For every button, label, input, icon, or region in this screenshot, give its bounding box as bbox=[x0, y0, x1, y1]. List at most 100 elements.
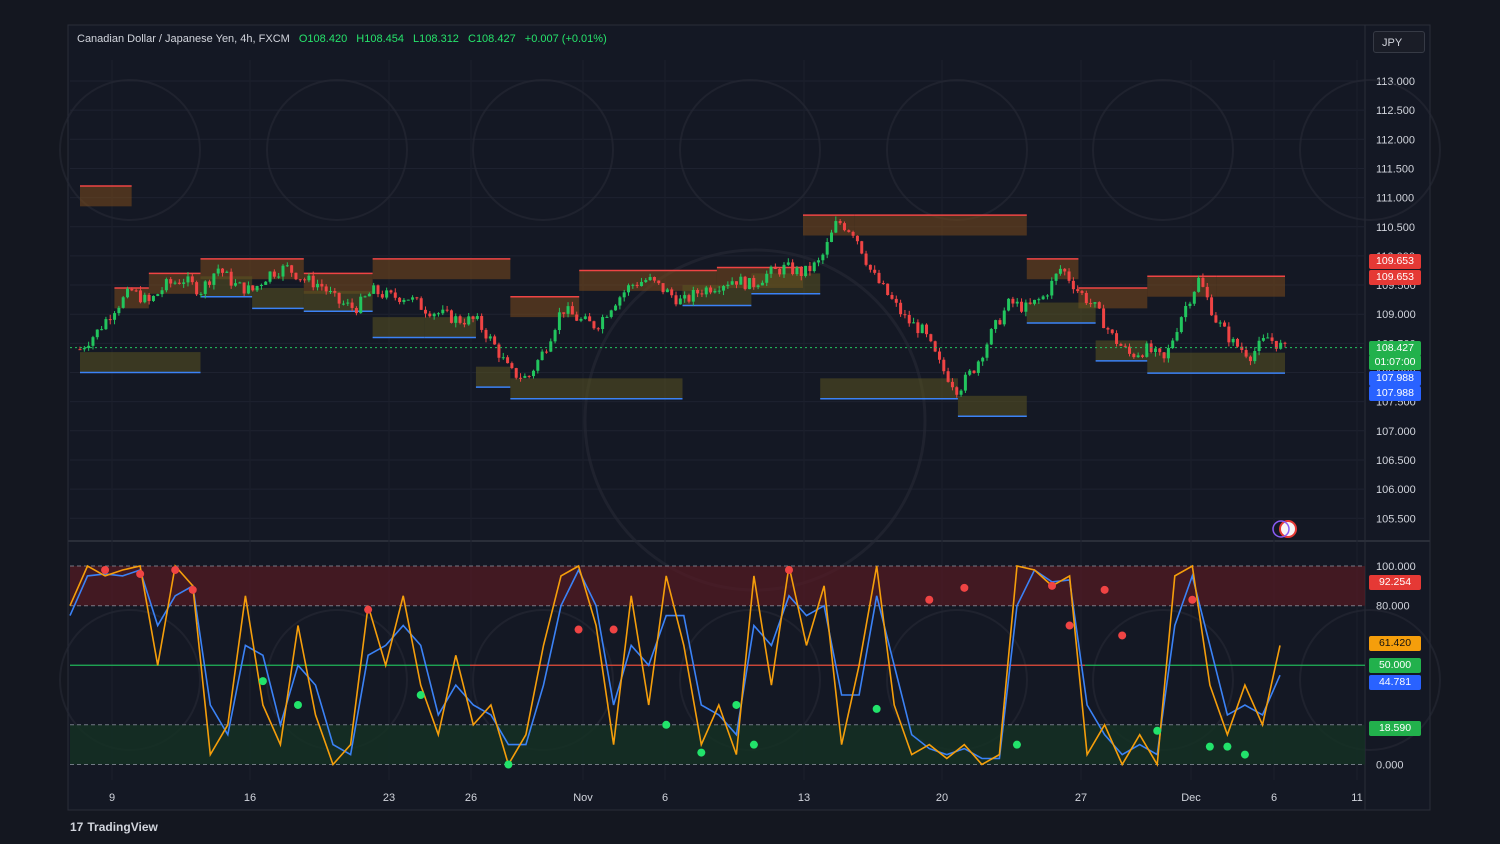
candle-body bbox=[151, 295, 155, 301]
candle-body bbox=[337, 292, 341, 304]
resistance-zone bbox=[80, 185, 132, 207]
resistance-zone bbox=[200, 258, 304, 280]
candle-body bbox=[890, 295, 894, 299]
candle-body bbox=[203, 281, 207, 294]
candle-body bbox=[104, 319, 108, 330]
candle-body bbox=[760, 282, 764, 286]
candle-body bbox=[609, 310, 613, 317]
candle-body bbox=[925, 324, 929, 335]
tradingview-logo[interactable]: 17 TradingView bbox=[70, 820, 158, 834]
candle-body bbox=[363, 296, 367, 298]
candle-body bbox=[1132, 353, 1136, 358]
candle-body bbox=[1045, 295, 1049, 297]
candle-body bbox=[354, 307, 358, 314]
candle-body bbox=[156, 294, 160, 296]
candle-body bbox=[696, 290, 700, 294]
candle-body bbox=[475, 316, 479, 319]
candle-body bbox=[946, 371, 950, 382]
candle-body bbox=[704, 287, 708, 295]
candle-body bbox=[605, 316, 609, 318]
candle-body bbox=[648, 277, 652, 281]
oversold-signal-dot bbox=[1012, 740, 1021, 749]
candle-body bbox=[994, 320, 998, 330]
candle-body bbox=[894, 298, 898, 303]
candle-body bbox=[246, 285, 250, 294]
change-value: +0.007 (+0.01%) bbox=[524, 33, 607, 45]
candle-body bbox=[1028, 302, 1032, 304]
currency-button[interactable]: JPY bbox=[1373, 31, 1425, 53]
candle-body bbox=[963, 374, 967, 391]
candle-body bbox=[782, 264, 786, 275]
candle-body bbox=[933, 341, 937, 352]
candle-body bbox=[467, 316, 471, 325]
overbought-signal-dot bbox=[171, 565, 180, 574]
candle-body bbox=[989, 329, 993, 345]
candle-body bbox=[747, 278, 751, 290]
candle-body bbox=[277, 276, 281, 278]
candle-body bbox=[1084, 292, 1088, 304]
overbought-signal-dot bbox=[136, 569, 145, 578]
time-tick-label: 13 bbox=[798, 792, 810, 804]
candle-body bbox=[411, 297, 415, 300]
candle-body bbox=[177, 282, 181, 284]
support-zone bbox=[1095, 340, 1148, 361]
support-zone bbox=[820, 378, 958, 399]
candle-body bbox=[1106, 328, 1110, 330]
resistance-label-1: 109.653 bbox=[1369, 254, 1421, 269]
resistance-zone bbox=[303, 273, 373, 294]
candle-body bbox=[160, 290, 164, 295]
candle-body bbox=[631, 284, 635, 286]
oversold-zone bbox=[70, 724, 1365, 765]
candle-body bbox=[1032, 299, 1036, 304]
candle-body bbox=[169, 279, 173, 284]
support-label-2: 107.988 bbox=[1369, 386, 1421, 401]
low-value: L108.312 bbox=[413, 33, 459, 45]
candle-body bbox=[238, 282, 242, 284]
price-tick-label: 112.500 bbox=[1376, 105, 1415, 117]
candle-body bbox=[1050, 280, 1054, 296]
candle-body bbox=[773, 266, 777, 269]
symbol-title: Canadian Dollar / Japanese Yen, 4h, FXCM bbox=[77, 33, 290, 45]
candle-body bbox=[575, 314, 579, 321]
candle-body bbox=[1119, 343, 1123, 346]
oscillator-tick-label: 0.000 bbox=[1376, 760, 1404, 772]
candle-body bbox=[108, 319, 112, 321]
oversold-signal-dot bbox=[1205, 742, 1214, 751]
stoch-blue-label: 44.781 bbox=[1369, 675, 1421, 690]
candle-body bbox=[385, 290, 389, 298]
candle-body bbox=[1244, 350, 1248, 357]
event-flag-ring-icon bbox=[1272, 520, 1290, 538]
support-zone bbox=[372, 317, 425, 338]
candle-body bbox=[1227, 326, 1231, 343]
last-price-label: 108.427 bbox=[1369, 341, 1421, 356]
candle-body bbox=[920, 324, 924, 334]
candle-body bbox=[709, 287, 713, 293]
candle-body bbox=[419, 298, 423, 310]
candle-body bbox=[657, 280, 661, 284]
time-tick-label: Dec bbox=[1181, 792, 1201, 804]
candle-body bbox=[540, 351, 544, 361]
support-zone bbox=[957, 395, 1027, 417]
price-tick-label: 113.000 bbox=[1376, 76, 1415, 88]
candle-body bbox=[454, 316, 458, 323]
candle-body bbox=[1240, 346, 1244, 351]
candle-body bbox=[497, 344, 501, 358]
candle-body bbox=[458, 316, 462, 323]
candle-body bbox=[1089, 303, 1093, 305]
candle-body bbox=[208, 281, 212, 285]
candle-body bbox=[121, 297, 125, 308]
overbought-signal-dot bbox=[1118, 631, 1127, 640]
candle-body bbox=[877, 272, 881, 284]
candle-body bbox=[329, 291, 333, 293]
candle-body bbox=[691, 290, 695, 302]
candle-body bbox=[786, 262, 790, 265]
event-flag-icon bbox=[1279, 520, 1297, 538]
candle-body bbox=[804, 265, 808, 277]
candle-body bbox=[1179, 317, 1183, 333]
candle-body bbox=[795, 267, 799, 275]
candle-body bbox=[164, 279, 168, 291]
watermark-seal bbox=[266, 79, 408, 221]
overbought-signal-dot bbox=[574, 625, 583, 634]
